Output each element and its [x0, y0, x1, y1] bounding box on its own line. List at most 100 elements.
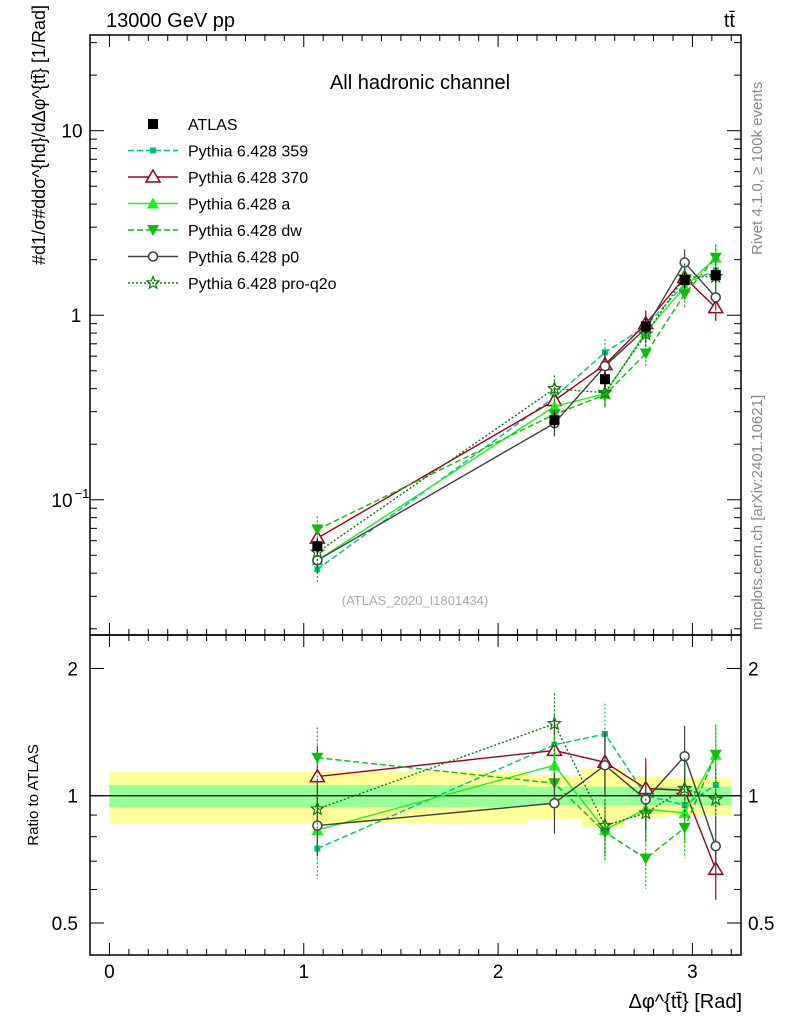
- energy-label: 13000 GeV pp: [106, 10, 235, 32]
- series-point: [638, 325, 654, 341]
- data-point-shape: [710, 270, 721, 281]
- x-tick-label: 0: [104, 962, 115, 983]
- x-tick-label: 3: [687, 962, 698, 983]
- legend: ATLAS Pythia 6.428 359 Pythia 6.428 370 Pyt…: [128, 117, 337, 293]
- data-point-shape: [679, 275, 690, 286]
- ratio-tick-label: 2: [67, 659, 78, 680]
- ratio-tick-label: 1: [67, 787, 78, 808]
- ratio-point-shape: [312, 820, 323, 831]
- series-point-shape: [311, 524, 324, 536]
- series-point-shape: [597, 384, 613, 400]
- process-label: tt̄: [724, 10, 736, 32]
- ratio-line-0: [317, 733, 717, 850]
- ratio-line-2: [317, 754, 717, 831]
- ratio-point-shape: [309, 800, 326, 816]
- data-point-shape: [640, 321, 651, 332]
- ratio-point-shape: [639, 853, 652, 865]
- series-point-shape: [638, 325, 654, 341]
- legend-label: ATLAS: [188, 117, 238, 134]
- y-tick-label: 1: [71, 306, 82, 327]
- data-point: [710, 270, 721, 281]
- legend-marker-shape: [150, 147, 156, 154]
- series-point: [599, 360, 611, 372]
- ratio-point-shape: [549, 797, 560, 809]
- series-point: [597, 384, 613, 400]
- ratio-point-shape: [678, 822, 691, 834]
- ratio-point: [709, 749, 722, 761]
- series-point: [678, 289, 691, 301]
- ratio-point: [548, 759, 561, 771]
- legend-marker: [150, 147, 156, 154]
- ratio-frame: [89, 634, 742, 956]
- legend-label: Pythia 6.428 370: [188, 170, 308, 187]
- ratio-point-shape: [311, 752, 324, 764]
- ratio-point-shape: [709, 749, 722, 761]
- series-line-5: [317, 275, 716, 553]
- series-point: [679, 257, 690, 268]
- series-point-shape: [709, 252, 722, 264]
- series-line-4: [317, 261, 717, 561]
- y-axis-label-text: #d1/σ#ddσ^{hd}/dΔφ^{tt̄} [1/Rad]: [29, 5, 49, 265]
- series-point: [546, 380, 563, 396]
- series-point-shape: [599, 360, 611, 372]
- ratio-point-shape: [597, 817, 613, 833]
- legend-marker-shape: [147, 197, 159, 209]
- legend-marker: [147, 251, 159, 262]
- series-point: [710, 292, 721, 303]
- ratio-point: [638, 804, 654, 820]
- series-point-shape: [678, 289, 691, 301]
- ratio-point: [639, 853, 652, 865]
- legend-marker: [144, 168, 162, 183]
- ratio-point-shape: [638, 804, 654, 820]
- series-point: [639, 348, 652, 360]
- ratio-point: [708, 791, 724, 807]
- ratio-point-shape: [710, 840, 721, 852]
- ratio-tick-label-right: 1: [748, 787, 759, 808]
- legend-marker-shape: [145, 274, 161, 290]
- ratio-point: [678, 807, 691, 819]
- ratio-axis-label: Ratio to ATLAS: [25, 744, 42, 845]
- legend-label: Pythia 6.428 p0: [188, 250, 299, 267]
- ratio-panel: 0 1 2 3 0.5 0.5 1 1 2 2: [52, 634, 774, 983]
- ratio-point: [679, 750, 690, 762]
- ratio-tick-label: 0.5: [52, 914, 78, 935]
- legend-marker-shape: [147, 251, 159, 262]
- x-axis-label: Δφ^{tt̄} [Rad]: [628, 991, 742, 1013]
- series-point-shape: [639, 348, 652, 360]
- legend-marker-shape: [144, 168, 162, 183]
- ratio-point: [311, 752, 324, 764]
- x-tick-label: 2: [493, 962, 504, 983]
- ratio-point: [676, 780, 693, 796]
- ratio-tick-label-right: 0.5: [748, 914, 774, 935]
- chart-title: All hadronic channel: [330, 72, 510, 94]
- series-line-3: [317, 257, 717, 531]
- series-point: [311, 524, 324, 536]
- legend-marker-shape: [148, 119, 158, 129]
- ratio-point: [312, 820, 323, 831]
- ratio-line-3: [317, 754, 717, 860]
- legend-marker: [148, 119, 158, 129]
- ratio-line-5: [317, 722, 716, 827]
- ratio-point: [546, 715, 563, 731]
- ratio-tick-label-right: 2: [748, 659, 759, 680]
- ratio-point-shape: [548, 759, 561, 771]
- y-tick-label: 10: [61, 122, 82, 143]
- y-tick-label: 10: [51, 491, 72, 512]
- series-line-0: [316, 269, 716, 570]
- ratio-point: [599, 760, 611, 771]
- series-point-shape: [679, 257, 690, 268]
- mcplots-label: mcplots.cern.ch [arXiv:2401.10621]: [749, 395, 766, 630]
- data-point-shape: [312, 541, 323, 552]
- ratio-point-shape: [708, 791, 724, 807]
- ratio-point-shape: [679, 750, 690, 762]
- x-tick-label: 1: [298, 962, 309, 983]
- series-line-2: [317, 257, 717, 561]
- data-point: [549, 415, 560, 426]
- data-point-shape: [549, 415, 560, 426]
- data-point-shape: [599, 374, 610, 385]
- ratio-line-4: [317, 754, 717, 847]
- data-point: [312, 541, 323, 552]
- legend-label: Pythia 6.428 359: [188, 144, 308, 161]
